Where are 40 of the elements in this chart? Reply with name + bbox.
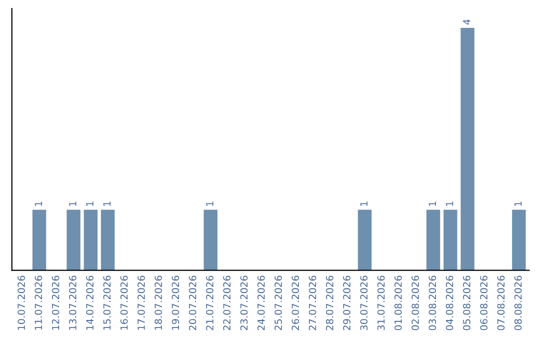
x-tick-label: 05.08.2026 [463,276,470,330]
data-label: 1 [428,202,436,206]
x-tick-label: 29.07.2026 [343,276,350,330]
x-tick-label: 07.08.2026 [497,276,505,330]
data-label: 1 [103,202,110,206]
x-tick-label: 12.07.2026 [52,276,60,330]
x-tick-label: 17.07.2026 [138,276,145,330]
x-tick-label: 28.07.2026 [326,276,334,330]
x-tick-label: 04.08.2026 [446,276,454,330]
x-tick-label: 27.07.2026 [308,276,316,330]
x-tick-label: 16.07.2026 [120,276,128,330]
x-tick-label: 14.07.2026 [86,276,94,330]
x-tick-label: 11.07.2026 [34,276,42,330]
data-label: 1 [206,202,214,206]
data-label: 1 [360,202,368,206]
x-tick-label: 15.07.2026 [103,276,111,330]
x-tick-label: 20.07.2026 [188,276,196,330]
x-tick-label: 31.07.2026 [377,276,385,330]
x-tick-label: 13.07.2026 [69,276,76,330]
x-tick-label: 02.08.2026 [412,276,419,330]
data-label: 1 [34,202,42,206]
x-tick-label: 21.07.2026 [206,276,214,330]
x-tick-label: 01.08.2026 [394,276,402,330]
x-tick-label: 22.07.2026 [223,276,231,330]
data-label: 1 [86,202,94,206]
data-label: 1 [69,202,76,206]
x-tick-label: 23.07.2026 [240,276,248,330]
x-tick-label: 25.07.2026 [274,276,282,330]
data-label: 1 [446,202,454,206]
x-tick-label: 26.07.2026 [292,276,300,330]
x-tick-label: 10.07.2026 [18,276,25,330]
x-tick-label: 24.07.2026 [257,276,265,330]
x-tick-label: 30.07.2026 [360,276,368,330]
x-tick-label: 08.08.2026 [514,276,522,330]
x-tick-label: 19.07.2026 [172,276,180,330]
data-label: 4 [463,19,470,25]
x-tick-label: 18.07.2026 [154,276,162,330]
data-label: 1 [514,202,522,206]
x-tick-label: 06.08.2026 [480,276,488,330]
x-tick-label: 03.08.2026 [428,276,436,330]
